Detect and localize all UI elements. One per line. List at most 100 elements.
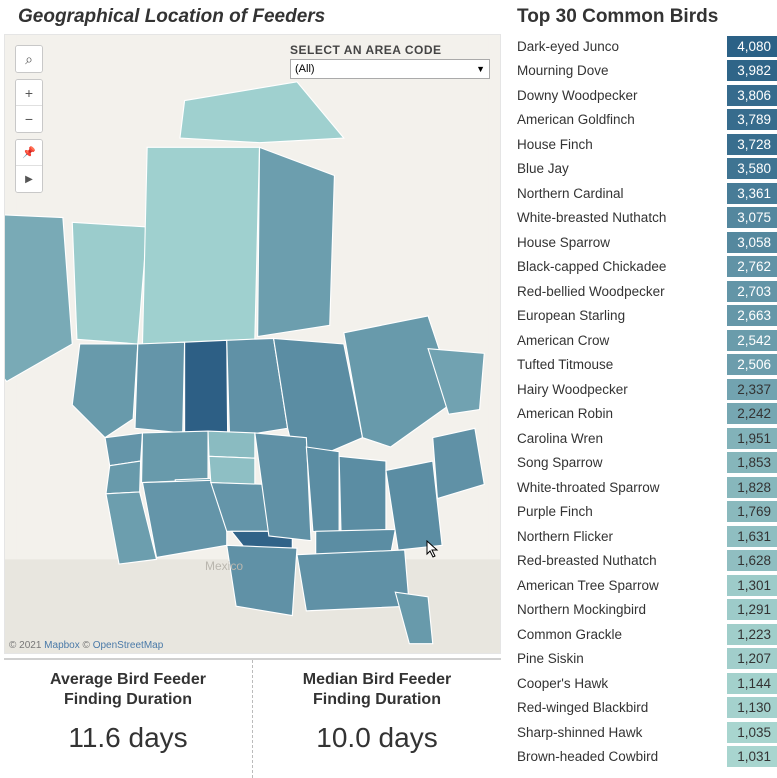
area-select[interactable]: (All) ▼ (290, 59, 490, 79)
bird-row[interactable]: Dark-eyed Junco4,080 (513, 34, 777, 59)
bird-row[interactable]: Brown-headed Cowbird1,031 (513, 745, 777, 770)
plus-icon: + (25, 85, 33, 101)
bird-count: 1,628 (727, 550, 777, 571)
search-button[interactable]: ⌕ (16, 46, 42, 72)
region-sd[interactable] (209, 456, 255, 484)
bird-count: 1,035 (727, 722, 777, 743)
bird-row[interactable]: Pine Siskin1,207 (513, 647, 777, 672)
bird-count: 2,542 (727, 330, 777, 351)
pin-icon: 📌 (22, 146, 36, 159)
bird-count: 2,506 (727, 354, 777, 375)
region-wa[interactable] (105, 433, 142, 466)
bird-name: American Robin (513, 406, 727, 421)
bird-row[interactable]: Purple Finch1,769 (513, 500, 777, 525)
bird-row[interactable]: American Crow2,542 (513, 328, 777, 353)
bird-row[interactable]: White-throated Sparrow1,828 (513, 475, 777, 500)
bird-count: 1,631 (727, 526, 777, 547)
bird-count: 1,291 (727, 599, 777, 620)
bird-row[interactable]: House Finch3,728 (513, 132, 777, 157)
bird-row[interactable]: Song Sparrow1,853 (513, 451, 777, 476)
bird-row[interactable]: Blue Jay3,580 (513, 157, 777, 182)
bird-name: Red-bellied Woodpecker (513, 284, 727, 299)
bird-row[interactable]: American Tree Sparrow1,301 (513, 573, 777, 598)
bird-row[interactable]: Common Grackle1,223 (513, 622, 777, 647)
bird-row[interactable]: Red-bellied Woodpecker2,703 (513, 279, 777, 304)
region-yukon[interactable] (72, 222, 147, 344)
bird-row[interactable]: Carolina Wren1,951 (513, 426, 777, 451)
bird-name: Song Sparrow (513, 455, 727, 470)
left-column: Geographical Location of Feeders ⌕ + − 📌… (0, 0, 505, 778)
bird-name: European Starling (513, 308, 727, 323)
bird-row[interactable]: Red-breasted Nuthatch1,628 (513, 549, 777, 574)
bird-name: Downy Woodpecker (513, 88, 727, 103)
stat-avg-value: 11.6 days (10, 722, 246, 754)
region-mi-in-oh[interactable] (339, 456, 386, 531)
bird-count: 1,301 (727, 575, 777, 596)
bird-name: Black-capped Chickadee (513, 259, 727, 274)
bird-row[interactable]: Sharp-shinned Hawk1,035 (513, 720, 777, 745)
stat-med-value: 10.0 days (259, 722, 495, 754)
bird-row[interactable]: Tufted Titmouse2,506 (513, 353, 777, 378)
bird-row[interactable]: Mourning Dove3,982 (513, 59, 777, 84)
bird-row[interactable]: Red-winged Blackbird1,130 (513, 696, 777, 721)
bird-name: Mourning Dove (513, 63, 727, 78)
bird-count: 1,853 (727, 452, 777, 473)
region-or[interactable] (106, 461, 141, 494)
zoom-in-button[interactable]: + (16, 80, 42, 106)
bird-name: Red-breasted Nuthatch (513, 553, 727, 568)
map-panel[interactable]: ⌕ + − 📌 ▶ SELECT AN AREA CODE (All) ▼ (4, 34, 501, 654)
region-nd[interactable] (208, 431, 255, 458)
map-svg[interactable] (5, 35, 500, 653)
play-icon: ▶ (25, 174, 33, 185)
bird-row[interactable]: Cooper's Hawk1,144 (513, 671, 777, 696)
bird-name: Hairy Woodpecker (513, 382, 727, 397)
bird-row[interactable]: American Robin2,242 (513, 402, 777, 427)
search-icon: ⌕ (25, 51, 33, 68)
bird-name: House Sparrow (513, 235, 727, 250)
mapbox-link[interactable]: Mapbox (44, 640, 80, 651)
region-nunavut-main[interactable] (258, 147, 335, 336)
birds-list: Dark-eyed Junco4,080Mourning Dove3,982Do… (513, 34, 777, 778)
bird-name: Purple Finch (513, 504, 727, 519)
bird-count: 1,130 (727, 697, 777, 718)
bird-name: White-throated Sparrow (513, 480, 727, 495)
stat-median: Median Bird Feeder Finding Duration 10.0… (253, 660, 501, 778)
region-sk[interactable] (185, 340, 228, 437)
bird-row[interactable]: House Sparrow3,058 (513, 230, 777, 255)
bird-row[interactable]: Black-capped Chickadee2,762 (513, 255, 777, 280)
birds-title: Top 30 Common Birds (513, 0, 777, 34)
bird-count: 3,058 (727, 232, 777, 253)
map-title: Geographical Location of Feeders (0, 0, 505, 34)
bird-count: 3,580 (727, 158, 777, 179)
bird-row[interactable]: Hairy Woodpecker2,337 (513, 377, 777, 402)
pin-button[interactable]: 📌 (16, 140, 42, 166)
bird-count: 3,806 (727, 85, 777, 106)
bird-count: 1,951 (727, 428, 777, 449)
bird-name: Brown-headed Cowbird (513, 749, 727, 764)
region-id-mt[interactable] (142, 431, 208, 483)
stats-row: Average Bird Feeder Finding Duration 11.… (4, 658, 501, 778)
bird-row[interactable]: European Starling2,663 (513, 304, 777, 329)
region-nwt[interactable] (142, 147, 259, 344)
bird-name: Blue Jay (513, 161, 727, 176)
bird-row[interactable]: Northern Mockingbird1,291 (513, 598, 777, 623)
osm-link[interactable]: OpenStreetMap (93, 640, 164, 651)
bird-count: 3,075 (727, 207, 777, 228)
zoom-out-button[interactable]: − (16, 106, 42, 132)
bird-name: Dark-eyed Junco (513, 39, 727, 54)
region-south[interactable] (297, 550, 409, 611)
bird-row[interactable]: Northern Flicker1,631 (513, 524, 777, 549)
bird-row[interactable]: Downy Woodpecker3,806 (513, 83, 777, 108)
map-attribution: © 2021 Mapbox © OpenStreetMap (9, 640, 163, 651)
chevron-down-icon: ▼ (476, 64, 485, 74)
right-column: Top 30 Common Birds Dark-eyed Junco4,080… (505, 0, 777, 778)
bird-name: Cooper's Hawk (513, 676, 727, 691)
bird-count: 1,828 (727, 477, 777, 498)
bird-row[interactable]: White-breasted Nuthatch3,075 (513, 206, 777, 231)
region-tx[interactable] (227, 545, 297, 615)
dashboard: Geographical Location of Feeders ⌕ + − 📌… (0, 0, 777, 778)
bird-row[interactable]: Northern Cardinal3,361 (513, 181, 777, 206)
play-button[interactable]: ▶ (16, 166, 42, 192)
bird-row[interactable]: American Goldfinch3,789 (513, 108, 777, 133)
region-ab[interactable] (135, 342, 185, 433)
